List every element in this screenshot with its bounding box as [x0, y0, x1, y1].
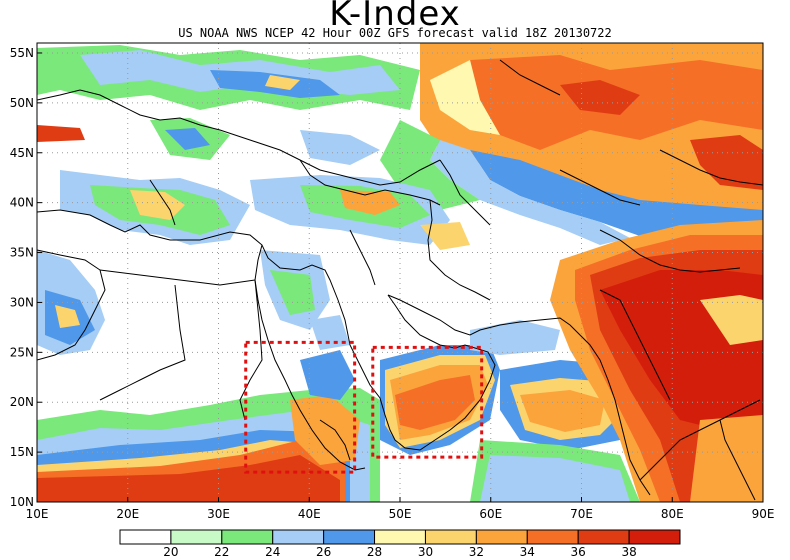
coastlines: [37, 59, 763, 501]
chart-subtitle: US NOAA NWS NCEP 42 Hour 00Z GFS forecas…: [178, 26, 612, 40]
legend-color-box: [526, 529, 579, 545]
field-arabian-sea-34: [520, 390, 605, 432]
lat-lon-grid: [37, 43, 763, 502]
k-index-map: 55N 50N 45N 40N 35N 30N 25N 20N 15N 10N 10E 20E 30E…: [10, 42, 775, 520]
field-redsea-28: [300, 350, 355, 400]
field-southasia-32: [700, 295, 763, 345]
field-caucasus-32: [420, 222, 470, 250]
lat-tick-label: 25N: [10, 345, 34, 359]
lon-tick-label: 90E: [752, 507, 775, 520]
field-ethiopia-34: [290, 395, 360, 465]
legend-label: 36: [571, 545, 586, 559]
legend-color-box: [424, 529, 477, 545]
lat-tick-label: 10N: [10, 495, 34, 509]
legend-color-box: [323, 529, 376, 545]
lon-tick-label: 40E: [298, 507, 321, 520]
legend-color-box: [374, 529, 426, 545]
lat-tick-label: 45N: [10, 146, 34, 160]
legend-label: 34: [520, 545, 535, 559]
field-sahel-38: [37, 455, 340, 502]
lon-tick-label: 20E: [116, 507, 139, 520]
legend-color-box: [577, 529, 630, 545]
legend-label: 30: [418, 545, 433, 559]
legend-color-box: [628, 529, 681, 545]
field-europe-mid-28: [165, 128, 210, 150]
legend-label: 28: [367, 545, 382, 559]
lon-tick-label: 50E: [389, 507, 412, 520]
field-arabian-sea-26: [480, 455, 630, 502]
lon-tick-label: 70E: [570, 507, 593, 520]
lat-tick-label: 35N: [10, 246, 34, 260]
highlight-box-2: [371, 345, 484, 459]
field-europe-west-38: [37, 125, 85, 142]
field-bay-34: [690, 415, 763, 502]
legend-color-box: [475, 529, 528, 545]
chart-title: K-Index: [329, 0, 461, 34]
lat-tick-label: 15N: [10, 445, 34, 459]
legend-label: 38: [621, 545, 636, 559]
field-central-asia-38: [560, 80, 640, 115]
legend-color-box: [170, 529, 223, 545]
field-central-asia-26: [430, 140, 630, 245]
legend-label: 22: [214, 545, 229, 559]
lat-tick-label: 50N: [10, 96, 34, 110]
lat-tick-label: 55N: [10, 46, 34, 60]
k-index-field: [37, 43, 763, 502]
field-ukraine-26: [300, 130, 380, 165]
highlight-boxes: [244, 340, 484, 474]
legend-label: 24: [265, 545, 280, 559]
legend-label: 32: [469, 545, 484, 559]
longitude-labels: 10E 20E 30E 40E 50E 60E 70E 80E 90E: [26, 497, 775, 520]
field-med-24: [270, 270, 315, 315]
lat-tick-label: 30N: [10, 295, 34, 309]
field-arabia-36: [395, 375, 475, 430]
lon-tick-label: 10E: [26, 507, 49, 520]
field-turkey-34: [340, 190, 400, 215]
legend-color-box: [221, 529, 274, 545]
field-gulf-26: [470, 320, 560, 355]
legend-color-box: [119, 529, 172, 545]
color-legend: 20 22 24 26 28 30 32 34 36 38: [119, 529, 681, 559]
legend-label: 26: [316, 545, 331, 559]
legend-color-box: [272, 529, 325, 545]
field-w-africa-32: [55, 305, 80, 328]
lat-tick-label: 40N: [10, 196, 34, 210]
legend-labels: 20 22 24 26 28 30 32 34 36 38: [163, 545, 636, 559]
field-central-asia-38b: [690, 135, 763, 190]
field-europe-north-32: [265, 75, 300, 90]
lon-tick-label: 80E: [661, 507, 684, 520]
field-central-asia-28: [470, 150, 763, 240]
field-central-asia-30: [430, 60, 500, 135]
latitude-labels: 55N 50N 45N 40N 35N 30N 25N 20N 15N 10N: [10, 46, 42, 509]
lat-tick-label: 20N: [10, 395, 34, 409]
legend-label: 20: [163, 545, 178, 559]
lon-tick-label: 60E: [479, 507, 502, 520]
lon-tick-label: 30E: [207, 507, 230, 520]
legend-color-boxes: [119, 529, 681, 545]
